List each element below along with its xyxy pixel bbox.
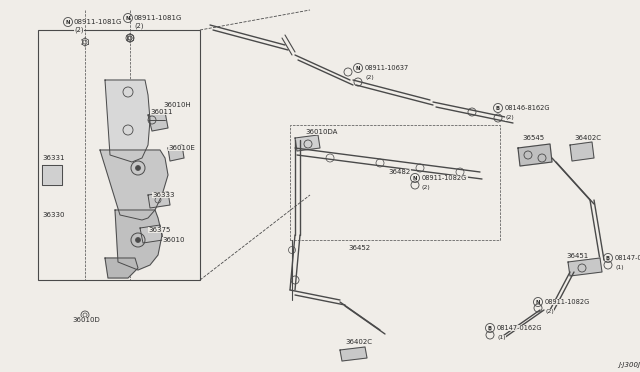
Polygon shape bbox=[148, 192, 170, 208]
Text: (2): (2) bbox=[365, 76, 374, 80]
Circle shape bbox=[136, 237, 141, 243]
Text: (1): (1) bbox=[615, 266, 623, 270]
Text: 36010: 36010 bbox=[162, 237, 184, 243]
Polygon shape bbox=[570, 142, 594, 161]
Text: N: N bbox=[125, 16, 131, 20]
Text: 08146-8162G: 08146-8162G bbox=[505, 105, 550, 111]
Text: 36482: 36482 bbox=[388, 169, 410, 175]
Text: 36011: 36011 bbox=[150, 109, 173, 115]
Text: J·J300J6: J·J300J6 bbox=[618, 362, 640, 368]
Text: 08911-10637: 08911-10637 bbox=[365, 65, 409, 71]
Text: 36010H: 36010H bbox=[163, 102, 191, 108]
Text: (2): (2) bbox=[545, 310, 554, 314]
Text: B: B bbox=[488, 326, 492, 330]
Text: N: N bbox=[536, 299, 540, 305]
Text: 36452: 36452 bbox=[348, 245, 370, 251]
Polygon shape bbox=[168, 145, 184, 161]
Text: 08147-0162G: 08147-0162G bbox=[615, 255, 640, 261]
Text: (2): (2) bbox=[134, 23, 143, 29]
Text: 08911-1081G: 08911-1081G bbox=[134, 15, 182, 21]
Text: 36451: 36451 bbox=[566, 253, 588, 259]
Text: (2): (2) bbox=[505, 115, 514, 121]
Text: (2): (2) bbox=[422, 186, 431, 190]
Text: (1): (1) bbox=[497, 336, 506, 340]
Polygon shape bbox=[115, 210, 162, 270]
Text: 08911-1081G: 08911-1081G bbox=[74, 19, 122, 25]
Polygon shape bbox=[100, 150, 168, 220]
Bar bbox=[290, 125, 500, 240]
Text: 08911-1082G: 08911-1082G bbox=[545, 299, 590, 305]
Text: 08911-1082G: 08911-1082G bbox=[422, 175, 467, 181]
Polygon shape bbox=[42, 165, 62, 185]
Text: N: N bbox=[413, 176, 417, 180]
Text: 36330: 36330 bbox=[42, 212, 65, 218]
Text: 36375: 36375 bbox=[148, 227, 170, 233]
Text: 36402C: 36402C bbox=[574, 135, 601, 141]
Text: 36010E: 36010E bbox=[168, 145, 195, 151]
Text: N: N bbox=[66, 19, 70, 25]
Polygon shape bbox=[568, 258, 602, 276]
Text: B: B bbox=[606, 256, 610, 260]
Polygon shape bbox=[295, 135, 320, 151]
Polygon shape bbox=[518, 144, 552, 166]
Text: 36010DA: 36010DA bbox=[305, 129, 337, 135]
Text: B: B bbox=[496, 106, 500, 110]
Text: 36333: 36333 bbox=[152, 192, 175, 198]
Text: N: N bbox=[356, 65, 360, 71]
Polygon shape bbox=[140, 225, 163, 243]
Text: 36010D: 36010D bbox=[72, 317, 100, 323]
Text: 36331: 36331 bbox=[42, 155, 65, 161]
Text: 36545: 36545 bbox=[522, 135, 544, 141]
Polygon shape bbox=[340, 347, 367, 361]
Polygon shape bbox=[105, 80, 150, 162]
Text: (2): (2) bbox=[74, 27, 83, 33]
Text: 08147-0162G: 08147-0162G bbox=[497, 325, 543, 331]
Circle shape bbox=[136, 166, 141, 170]
Polygon shape bbox=[105, 258, 138, 278]
Bar bbox=[38, 30, 200, 280]
Text: 36402C: 36402C bbox=[345, 339, 372, 345]
Polygon shape bbox=[148, 112, 168, 131]
